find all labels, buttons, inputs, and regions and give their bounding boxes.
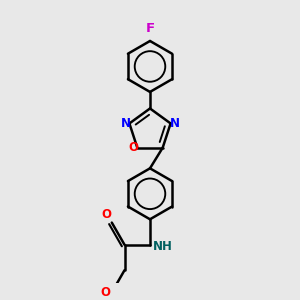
Text: F: F [146,22,154,34]
Text: O: O [128,141,139,154]
Text: N: N [121,117,130,130]
Text: N: N [169,117,179,130]
Text: O: O [100,286,110,299]
Text: NH: NH [153,239,173,253]
Text: O: O [102,208,112,221]
